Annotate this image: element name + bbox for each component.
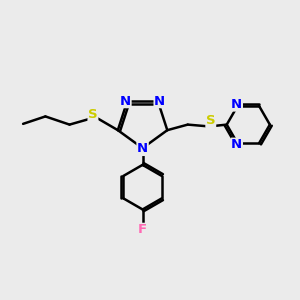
Text: N: N (120, 94, 131, 108)
Text: N: N (154, 94, 165, 108)
Text: N: N (137, 142, 148, 155)
Text: N: N (231, 98, 242, 111)
Text: N: N (231, 138, 242, 151)
Text: F: F (138, 224, 147, 236)
Text: S: S (88, 108, 98, 121)
Text: S: S (206, 114, 216, 128)
